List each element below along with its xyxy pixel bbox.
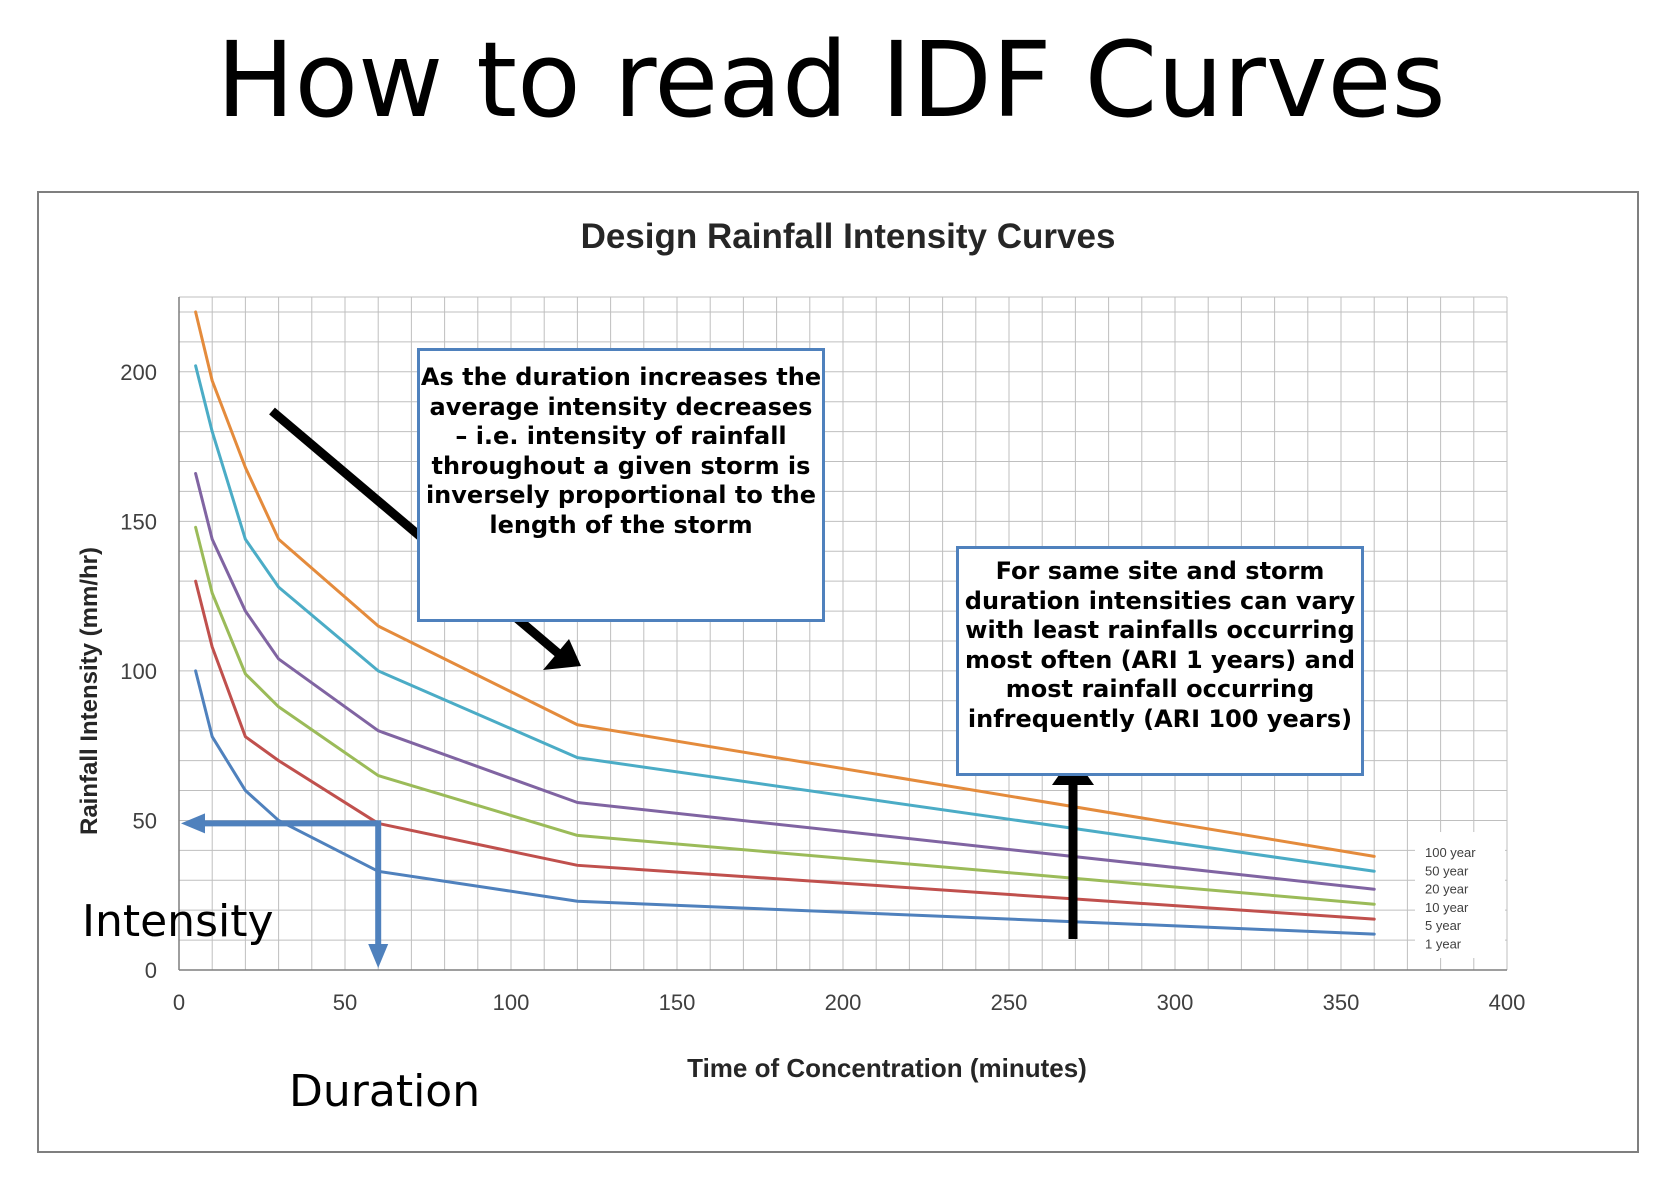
x-tick-label: 350 bbox=[1323, 990, 1360, 1015]
page-title: How to read IDF Curves bbox=[216, 19, 1446, 141]
x-tick-label: 400 bbox=[1489, 990, 1526, 1015]
series-line bbox=[194, 471, 1376, 891]
legend-item: 100 year bbox=[1425, 845, 1476, 860]
intensity-label: Intensity bbox=[82, 896, 274, 947]
y-tick-label: 150 bbox=[120, 509, 157, 534]
series-line bbox=[194, 310, 1376, 858]
legend-item: 20 year bbox=[1425, 882, 1469, 897]
idf-chart: Design Rainfall Intensity Curves 0 50 100 1… bbox=[76, 217, 1525, 1083]
series-line bbox=[194, 579, 1376, 921]
intensity-arrowhead bbox=[181, 813, 205, 834]
legend-item: 5 year bbox=[1425, 918, 1462, 933]
y-tick-label: 0 bbox=[145, 958, 157, 983]
callout-frequency-effect: For same site and storm duration intensi… bbox=[956, 546, 1364, 776]
callout-frequency-effect-text: For same site and storm duration intensi… bbox=[964, 557, 1356, 733]
y-tick-label: 200 bbox=[120, 360, 157, 385]
chart-title: Design Rainfall Intensity Curves bbox=[581, 217, 1116, 256]
x-tick-label: 0 bbox=[173, 990, 185, 1015]
y-tick-label: 100 bbox=[120, 659, 157, 684]
callout-duration-effect: As the duration increases the average in… bbox=[417, 348, 825, 622]
x-tick-label: 250 bbox=[991, 990, 1028, 1015]
tick-labels: 0 50 100 150 200 250 300 350 400 0 50 100 150 200 bbox=[120, 360, 1525, 1015]
x-tick-label: 150 bbox=[659, 990, 696, 1015]
duration-label: Duration bbox=[289, 1066, 481, 1117]
x-tick-label: 300 bbox=[1157, 990, 1194, 1015]
diagonal-arrowhead bbox=[543, 639, 581, 670]
legend-item: 10 year bbox=[1425, 900, 1469, 915]
x-axis-title: Time of Concentration (minutes) bbox=[687, 1053, 1087, 1083]
y-axis-title: Rainfall Intensity (mm/hr) bbox=[76, 547, 103, 835]
plot-border bbox=[178, 297, 1507, 971]
legend-box bbox=[1415, 832, 1505, 958]
y-tick-label: 50 bbox=[133, 808, 157, 833]
chart-frame: Design Rainfall Intensity Curves 0 50 100 1… bbox=[37, 191, 1639, 1153]
legend-item: 50 year bbox=[1425, 863, 1469, 878]
series-line bbox=[194, 364, 1376, 873]
legend: 100 year 50 year 20 year 10 year 5 year 1 yea… bbox=[1415, 832, 1505, 958]
legend-item: 1 year bbox=[1425, 937, 1462, 952]
callout-duration-effect-text: As the duration increases the average in… bbox=[420, 363, 822, 539]
x-tick-label: 100 bbox=[493, 990, 530, 1015]
duration-arrowhead bbox=[368, 944, 389, 968]
x-tick-label: 50 bbox=[333, 990, 357, 1015]
series-line bbox=[194, 525, 1376, 906]
x-tick-label: 200 bbox=[825, 990, 862, 1015]
